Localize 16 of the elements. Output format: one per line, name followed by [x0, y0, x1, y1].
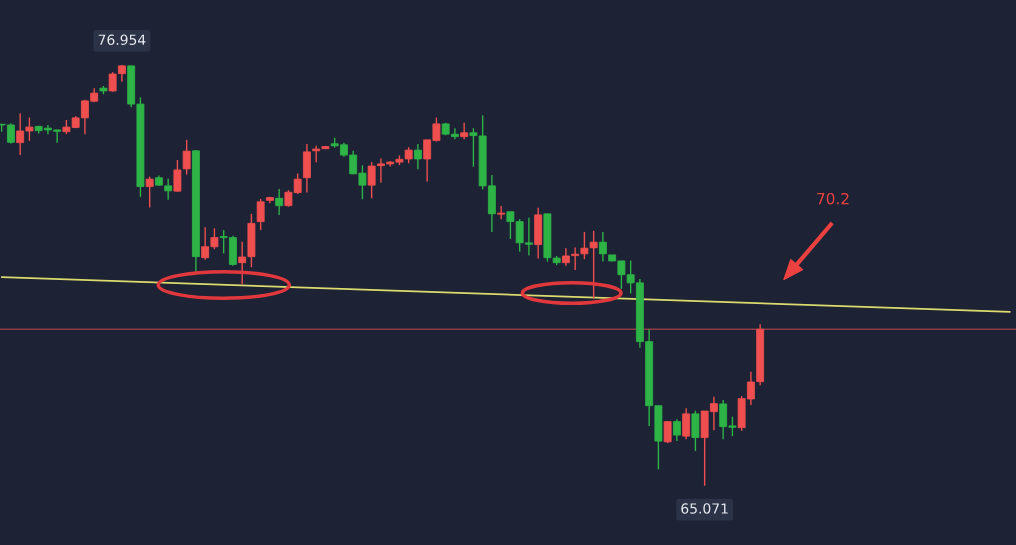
candlestick — [256, 198, 265, 231]
annotation: 65.071 — [681, 503, 728, 514]
annotation: 70.2 — [817, 192, 849, 205]
candlestick — [598, 231, 607, 263]
candlestick — [413, 143, 422, 170]
candlestick — [497, 205, 506, 220]
candlestick — [691, 409, 700, 452]
candlestick — [682, 407, 691, 441]
candlestick — [460, 122, 469, 140]
candlestick — [580, 231, 589, 260]
candlestick — [672, 418, 681, 442]
annotation: 76.954 — [98, 34, 146, 45]
candlestick — [145, 175, 154, 209]
candlestick — [663, 420, 672, 444]
candlestick — [589, 230, 598, 300]
candlestick — [275, 188, 284, 216]
